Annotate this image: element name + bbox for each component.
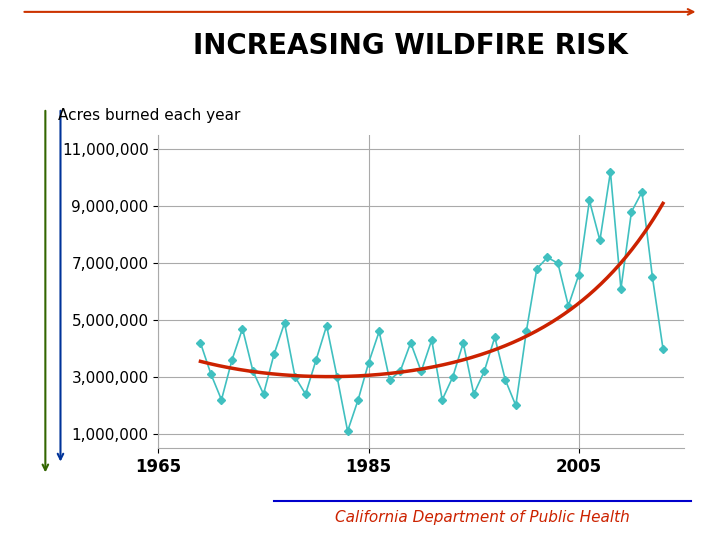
Text: Acres burned each year: Acres burned each year [58,108,240,123]
Text: California Department of Public Health: California Department of Public Health [335,510,630,525]
Text: INCREASING WILDFIRE RISK: INCREASING WILDFIRE RISK [193,32,628,60]
